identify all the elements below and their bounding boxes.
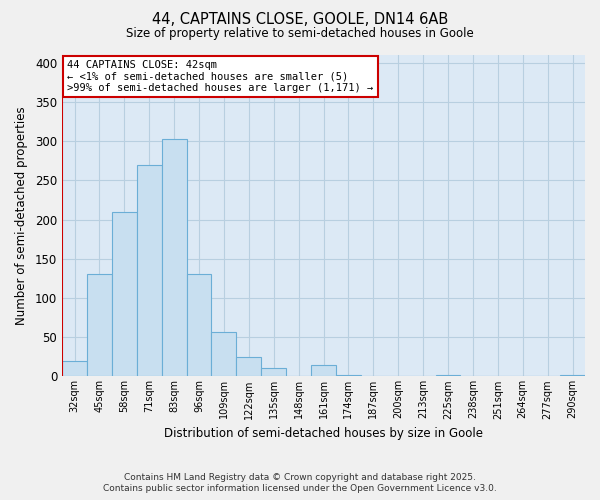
Bar xyxy=(62,360,87,376)
X-axis label: Distribution of semi-detached houses by size in Goole: Distribution of semi-detached houses by … xyxy=(164,427,483,440)
Bar xyxy=(87,274,112,376)
Bar xyxy=(112,212,137,376)
Bar xyxy=(311,366,336,376)
Text: 44, CAPTAINS CLOSE, GOOLE, DN14 6AB: 44, CAPTAINS CLOSE, GOOLE, DN14 6AB xyxy=(152,12,448,28)
Bar xyxy=(560,375,585,376)
Bar xyxy=(336,375,361,376)
Bar xyxy=(211,332,236,376)
Bar xyxy=(236,357,261,376)
Y-axis label: Number of semi-detached properties: Number of semi-detached properties xyxy=(15,106,28,325)
Text: Contains HM Land Registry data © Crown copyright and database right 2025.: Contains HM Land Registry data © Crown c… xyxy=(124,472,476,482)
Text: 44 CAPTAINS CLOSE: 42sqm
← <1% of semi-detached houses are smaller (5)
>99% of s: 44 CAPTAINS CLOSE: 42sqm ← <1% of semi-d… xyxy=(67,60,374,93)
Bar xyxy=(161,139,187,376)
Bar xyxy=(436,375,460,376)
Bar xyxy=(261,368,286,376)
Bar xyxy=(187,274,211,376)
Bar xyxy=(137,164,161,376)
Text: Size of property relative to semi-detached houses in Goole: Size of property relative to semi-detach… xyxy=(126,28,474,40)
Text: Contains public sector information licensed under the Open Government Licence v3: Contains public sector information licen… xyxy=(103,484,497,493)
